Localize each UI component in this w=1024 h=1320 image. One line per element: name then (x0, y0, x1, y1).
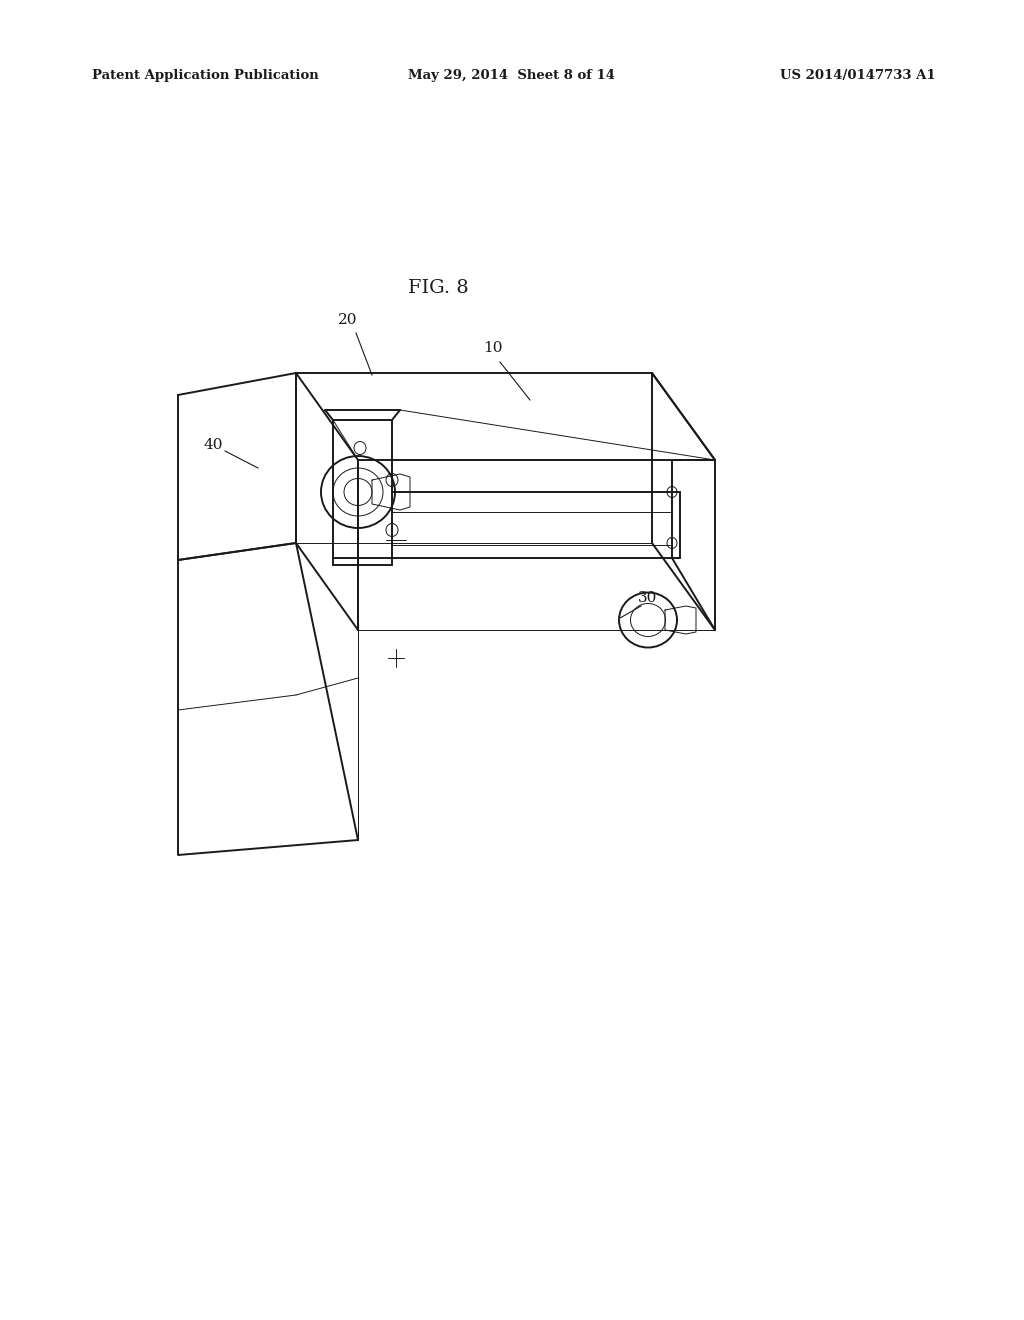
Text: 20: 20 (338, 313, 357, 327)
Text: 30: 30 (638, 591, 657, 605)
Text: 10: 10 (483, 341, 503, 355)
Text: FIG. 8: FIG. 8 (408, 279, 468, 297)
Text: Patent Application Publication: Patent Application Publication (92, 69, 318, 82)
Text: US 2014/0147733 A1: US 2014/0147733 A1 (780, 69, 936, 82)
Text: 40: 40 (203, 438, 223, 451)
Text: May 29, 2014  Sheet 8 of 14: May 29, 2014 Sheet 8 of 14 (409, 69, 615, 82)
